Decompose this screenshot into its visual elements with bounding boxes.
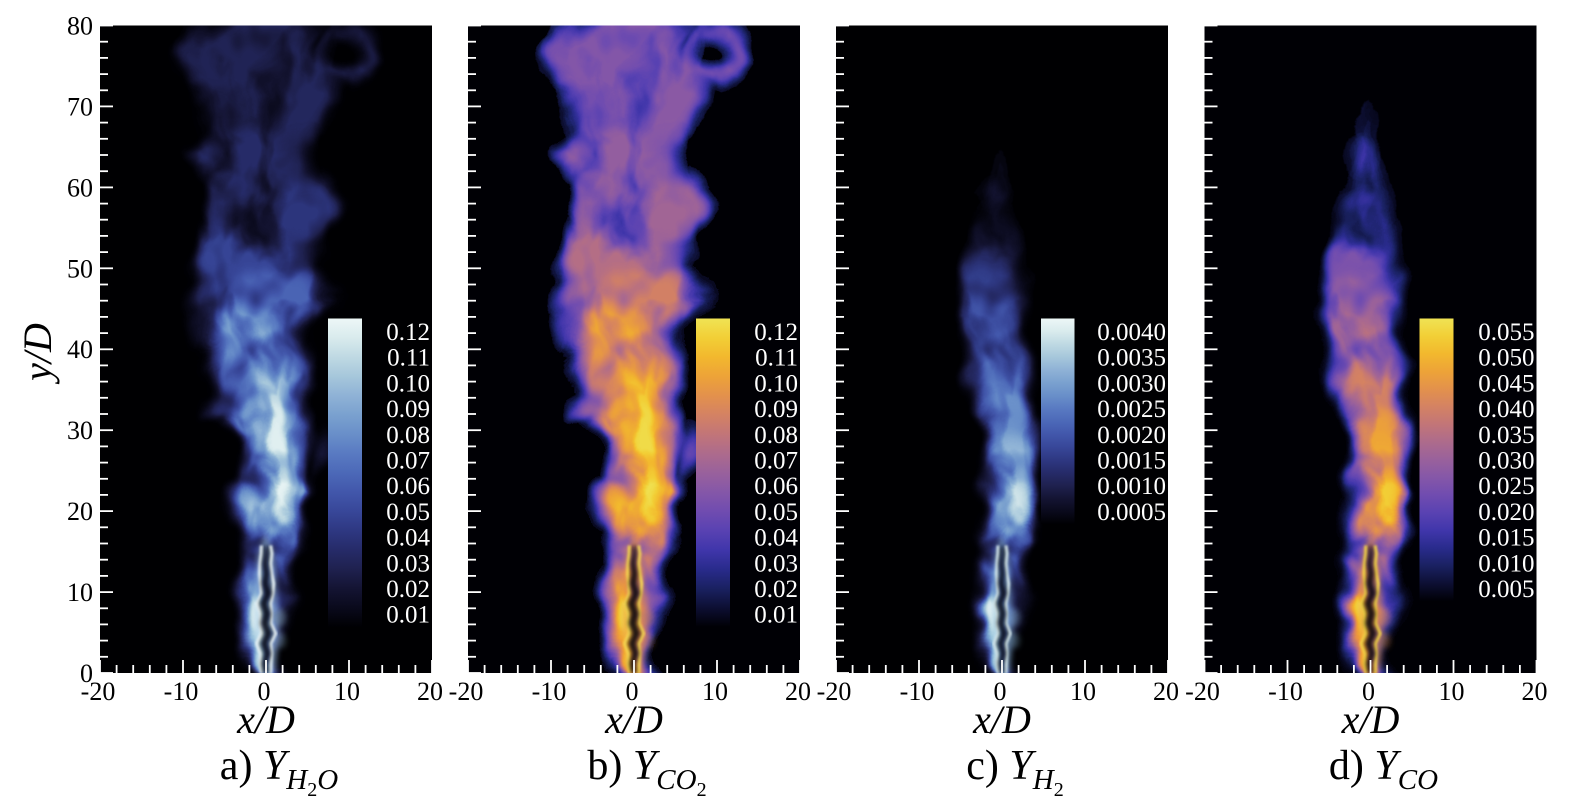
svg-text:-20: -20 <box>81 677 116 706</box>
svg-text:0.11: 0.11 <box>387 345 430 372</box>
svg-text:30: 30 <box>67 416 93 445</box>
svg-text:0.04: 0.04 <box>386 525 430 552</box>
svg-text:0.01: 0.01 <box>754 602 798 629</box>
svg-text:0.020: 0.020 <box>1478 499 1534 526</box>
svg-text:-10: -10 <box>164 677 199 706</box>
svg-text:60: 60 <box>67 173 93 202</box>
svg-text:0.07: 0.07 <box>754 448 798 475</box>
svg-text:0.02: 0.02 <box>754 576 798 603</box>
svg-text:0: 0 <box>994 677 1007 706</box>
svg-text:20: 20 <box>1522 677 1548 706</box>
svg-text:x/D: x/D <box>1341 697 1400 742</box>
svg-text:0.025: 0.025 <box>1478 473 1534 500</box>
svg-text:-10: -10 <box>532 677 567 706</box>
svg-text:0: 0 <box>626 677 639 706</box>
svg-text:-10: -10 <box>900 677 935 706</box>
svg-text:50: 50 <box>67 254 93 283</box>
svg-text:-10: -10 <box>1268 677 1303 706</box>
svg-text:0.0035: 0.0035 <box>1097 345 1166 372</box>
svg-text:80: 80 <box>67 12 93 41</box>
svg-text:0.11: 0.11 <box>755 345 798 372</box>
svg-text:0.040: 0.040 <box>1478 396 1534 423</box>
svg-text:0.09: 0.09 <box>386 396 430 423</box>
svg-text:0.03: 0.03 <box>386 550 430 577</box>
svg-text:10: 10 <box>67 578 93 607</box>
svg-text:0.10: 0.10 <box>754 370 798 397</box>
svg-text:0.030: 0.030 <box>1478 448 1534 475</box>
svg-text:0.08: 0.08 <box>386 422 430 449</box>
svg-text:0.050: 0.050 <box>1478 345 1534 372</box>
svg-text:0.0040: 0.0040 <box>1097 319 1166 346</box>
svg-text:-20: -20 <box>1185 677 1220 706</box>
svg-text:0: 0 <box>1362 677 1375 706</box>
svg-text:y/D: y/D <box>15 323 60 385</box>
svg-text:0.0030: 0.0030 <box>1097 370 1166 397</box>
svg-text:10: 10 <box>1439 677 1465 706</box>
svg-text:20: 20 <box>67 497 93 526</box>
svg-text:0.10: 0.10 <box>386 370 430 397</box>
svg-text:0.05: 0.05 <box>754 499 798 526</box>
svg-text:20: 20 <box>1153 677 1179 706</box>
svg-text:20: 20 <box>785 677 811 706</box>
svg-text:10: 10 <box>1070 677 1096 706</box>
svg-text:0: 0 <box>80 659 93 688</box>
svg-text:0.05: 0.05 <box>386 499 430 526</box>
svg-text:0.06: 0.06 <box>754 473 798 500</box>
svg-text:0.035: 0.035 <box>1478 422 1534 449</box>
svg-text:0.045: 0.045 <box>1478 370 1534 397</box>
svg-text:0.005: 0.005 <box>1478 576 1534 603</box>
svg-text:0.0005: 0.0005 <box>1097 499 1166 526</box>
svg-text:0.0010: 0.0010 <box>1097 473 1166 500</box>
svg-text:10: 10 <box>702 677 728 706</box>
svg-text:0.0025: 0.0025 <box>1097 396 1166 423</box>
svg-text:-20: -20 <box>817 677 852 706</box>
svg-text:10: 10 <box>334 677 360 706</box>
svg-text:0.0015: 0.0015 <box>1097 448 1166 475</box>
svg-text:x/D: x/D <box>972 697 1031 742</box>
svg-text:0: 0 <box>258 677 271 706</box>
svg-text:0.015: 0.015 <box>1478 525 1534 552</box>
svg-text:0.0020: 0.0020 <box>1097 422 1166 449</box>
svg-text:0.04: 0.04 <box>754 525 798 552</box>
svg-text:0.08: 0.08 <box>754 422 798 449</box>
svg-text:x/D: x/D <box>604 697 663 742</box>
svg-text:-20: -20 <box>449 677 484 706</box>
svg-text:0.02: 0.02 <box>386 576 430 603</box>
svg-text:0.12: 0.12 <box>754 319 798 346</box>
svg-text:0.06: 0.06 <box>386 473 430 500</box>
svg-text:0.03: 0.03 <box>754 550 798 577</box>
svg-text:0.010: 0.010 <box>1478 550 1534 577</box>
svg-text:0.01: 0.01 <box>386 602 430 629</box>
svg-text:0.09: 0.09 <box>754 396 798 423</box>
svg-text:20: 20 <box>417 677 443 706</box>
svg-text:0.055: 0.055 <box>1478 319 1534 346</box>
svg-text:70: 70 <box>67 92 93 121</box>
svg-text:0.12: 0.12 <box>386 319 430 346</box>
svg-text:0.07: 0.07 <box>386 448 430 475</box>
svg-text:x/D: x/D <box>236 697 295 742</box>
svg-text:40: 40 <box>67 335 93 364</box>
